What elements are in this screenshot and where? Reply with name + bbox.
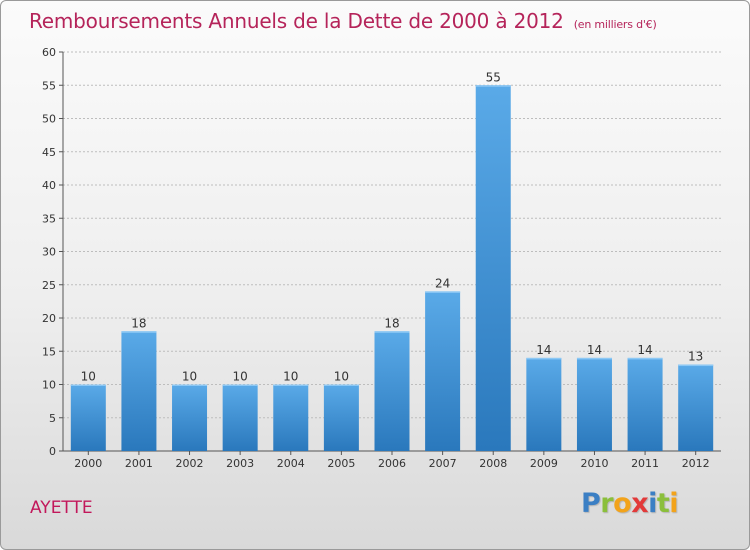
data-label-2012: 13 [688,350,703,364]
bar-highlight [323,384,359,386]
bar-2009[interactable] [526,357,562,451]
data-label-2005: 10 [334,370,349,384]
chart-title: Remboursements Annuels de la Dette de 20… [29,9,657,33]
y-tick-label: 5 [49,412,56,425]
bar-highlight [475,85,511,87]
bar-2010[interactable] [576,357,612,451]
bar-highlight [374,331,410,333]
y-tick-label: 0 [49,445,56,458]
logo-letter: P [581,488,601,519]
x-tick-label-2006: 2006 [378,457,406,470]
bar-2008[interactable] [475,85,511,451]
x-tick-label-2009: 2009 [530,457,558,470]
x-tick-label-2002: 2002 [176,457,204,470]
data-label-2006: 18 [384,316,399,330]
logo-letter: t [656,488,670,519]
bar-highlight [273,384,309,386]
bars [70,85,714,452]
chart-title-text: Remboursements Annuels de la Dette de 20… [29,9,564,33]
data-label-2001: 18 [131,316,146,330]
y-tick-label: 35 [42,212,56,225]
bar-2005[interactable] [323,384,359,452]
data-label-2003: 10 [233,370,248,384]
x-tick-label-2008: 2008 [479,457,507,470]
y-tick-label: 15 [42,345,56,358]
y-tick-label: 20 [42,312,56,325]
x-tick-label-2001: 2001 [125,457,153,470]
y-tick-label: 55 [42,79,56,92]
chart-unit-note: (en milliers d'€) [573,18,657,31]
proxiti-logo[interactable]: Proxiti [581,488,679,519]
y-tick-label: 30 [42,246,56,259]
data-labels: 10 18 10 10 10 10 18 24 55 14 14 14 13 [81,70,704,383]
x-tick-label-2012: 2012 [682,457,710,470]
bar-highlight [678,364,714,367]
y-tick-label: 10 [42,379,56,392]
bar-2003[interactable] [222,384,258,452]
y-tick-label: 50 [42,113,56,126]
x-tick-label-2005: 2005 [327,457,355,470]
bar-highlight [70,384,106,386]
data-label-2010: 14 [587,343,602,357]
logo-letter: x [631,488,649,519]
x-tick-label-2007: 2007 [429,457,457,470]
logo-letter: r [600,488,614,519]
bar-2011[interactable] [627,357,663,451]
y-tick-label: 60 [42,46,56,59]
bar-highlight [627,357,663,360]
y-tick-label: 40 [42,179,56,192]
x-tick-label-2003: 2003 [226,457,254,470]
commune-name: AYETTE [30,498,93,518]
x-tick-label-2011: 2011 [631,457,659,470]
bar-highlight [526,357,562,360]
x-tick-label-2010: 2010 [580,457,608,470]
data-label-2007: 24 [435,276,450,290]
data-label-2008: 55 [486,70,501,84]
bar-2012[interactable] [678,364,714,451]
bar-highlight [172,384,208,386]
tick-labels: 0 5 10 15 20 25 30 35 40 45 50 55 60 2000 2001 2002 2003… [42,46,710,470]
data-label-2011: 14 [637,343,652,357]
data-label-2009: 14 [536,343,551,357]
data-label-2004: 10 [283,370,298,384]
bar-2007[interactable] [425,291,461,451]
x-tick-label-2000: 2000 [74,457,102,470]
bar-highlight [425,291,461,293]
data-label-2000: 10 [81,370,96,384]
bar-2006[interactable] [374,331,410,451]
bar-highlight [576,357,612,360]
bar-highlight [222,384,258,386]
logo-letter: i [648,488,657,519]
bar-2004[interactable] [273,384,309,452]
y-tick-label: 25 [42,279,56,292]
data-label-2002: 10 [182,370,197,384]
bar-2001[interactable] [121,331,157,451]
y-tick-label: 45 [42,146,56,159]
logo-letter: i [669,488,679,519]
logo-letter: o [613,488,632,519]
x-tick-label-2004: 2004 [277,457,305,470]
bar-2000[interactable] [70,384,106,452]
bar-highlight [121,331,157,333]
bar-2002[interactable] [172,384,208,452]
